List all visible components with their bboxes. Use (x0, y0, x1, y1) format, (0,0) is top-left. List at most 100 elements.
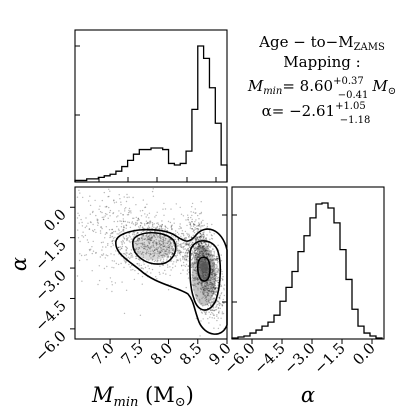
scatter-point (206, 249, 208, 252)
scatter-point (85, 254, 88, 256)
scatter-point (148, 226, 151, 229)
scatter-point (211, 284, 213, 287)
scatter-point (223, 289, 225, 291)
scatter-point (216, 259, 218, 261)
scatter-point (193, 247, 196, 249)
scatter-point (148, 259, 150, 261)
scatter-point (207, 301, 209, 303)
scatter-point (203, 231, 205, 233)
scatter-point (185, 258, 187, 260)
scatter-point (193, 277, 195, 280)
scatter-point (146, 222, 149, 224)
scatter-point (193, 255, 195, 257)
scatter-point (172, 236, 174, 238)
scatter-point (157, 247, 159, 249)
scatter-point (209, 280, 211, 282)
scatter-point (206, 282, 208, 284)
scatter-point (210, 272, 213, 274)
scatter-point (198, 245, 200, 247)
scatter-point (206, 287, 209, 289)
scatter-point (205, 303, 207, 306)
scatter-point (206, 303, 209, 305)
scatter-point (156, 236, 159, 238)
scatter-point (169, 241, 171, 243)
scatter-point (162, 245, 165, 248)
scatter-point (160, 243, 162, 246)
scatter-point (138, 238, 140, 240)
scatter-point (180, 265, 183, 267)
scatter-point (187, 214, 189, 216)
scatter-point (92, 230, 95, 233)
scatter-point (123, 238, 126, 240)
scatter-point (197, 243, 199, 245)
scatter-point (195, 254, 197, 257)
scatter-point (140, 222, 142, 224)
scatter-point (213, 287, 215, 289)
scatter-point (177, 250, 179, 252)
scatter-point (195, 248, 197, 251)
scatter-point (134, 224, 137, 227)
scatter-point (222, 302, 224, 304)
scatter-point (120, 231, 123, 233)
scatter-point (207, 287, 210, 289)
scatter-point (154, 230, 156, 232)
scatter-point (173, 218, 175, 220)
scatter-point (147, 246, 149, 248)
scatter-point (202, 254, 204, 256)
scatter-point (134, 269, 136, 272)
scatter-point (212, 297, 214, 300)
scatter-point (161, 220, 163, 222)
scatter-point (203, 248, 205, 250)
scatter-point (203, 285, 205, 288)
scatter-point (215, 256, 218, 258)
scatter-point (202, 225, 204, 227)
scatter-point (212, 254, 215, 256)
scatter-point (151, 268, 154, 271)
scatter-point (210, 295, 212, 297)
scatter-point (200, 253, 202, 255)
scatter-point (197, 255, 199, 257)
scatter-point (162, 249, 164, 251)
scatter-point (201, 247, 204, 249)
scatter-point (207, 280, 209, 282)
scatter-point (209, 261, 212, 264)
scatter-point (156, 259, 159, 261)
scatter-point (152, 245, 154, 247)
scatter-point (194, 269, 196, 272)
scatter-point (187, 250, 190, 252)
scatter-point (211, 301, 213, 303)
scatter-point (205, 284, 208, 287)
scatter-point (170, 226, 173, 228)
scatter-point (126, 252, 128, 254)
scatter-point (159, 225, 161, 228)
scatter-point (207, 254, 210, 256)
scatter-point (137, 243, 139, 245)
scatter-point (164, 229, 166, 231)
scatter-point (103, 191, 106, 194)
scatter-point (213, 283, 215, 285)
scatter-point (211, 287, 213, 289)
scatter-point (147, 222, 149, 224)
scatter-point (104, 257, 107, 259)
scatter-point (103, 267, 106, 270)
scatter-point (117, 246, 120, 249)
scatter-point (206, 281, 208, 284)
scatter-point (221, 277, 223, 280)
scatter-point (216, 303, 218, 306)
scatter-point (159, 265, 161, 267)
scatter-point (211, 259, 214, 261)
scatter-point (137, 232, 139, 234)
scatter-point (78, 189, 80, 191)
scatter-point (204, 289, 206, 291)
scatter-point (162, 261, 164, 263)
scatter-point (192, 269, 195, 271)
scatter-point (79, 240, 81, 243)
scatter-point (138, 242, 140, 245)
scatter-point (191, 236, 193, 239)
scatter-point (215, 294, 217, 296)
scatter-point (194, 253, 197, 255)
scatter-point (213, 290, 215, 292)
scatter-point (197, 254, 199, 256)
scatter-point (122, 236, 125, 238)
scatter-point (203, 251, 206, 253)
